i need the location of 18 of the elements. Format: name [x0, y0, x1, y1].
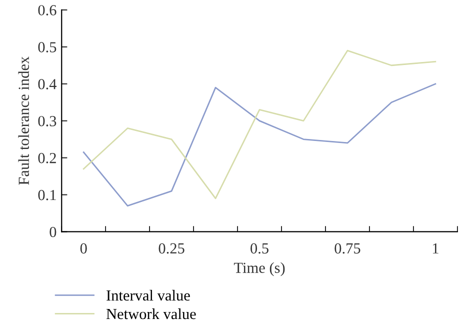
line-series [82, 50, 436, 200]
x-tick-label: 0.5 [250, 243, 268, 254]
y-tick-label: 0.3 [38, 116, 56, 126]
y-tick-label: 0.2 [38, 152, 56, 164]
legend-label: Interval value [106, 290, 190, 301]
x-tick-label: 1 [432, 243, 438, 254]
line-series [82, 83, 436, 207]
y-tick-label: 0.1 [38, 190, 56, 200]
legend-label: Network value [106, 308, 196, 320]
y-tick-label: 0.6 [38, 5, 56, 16]
y-axis-title: Fault tolerance index [18, 56, 30, 185]
y-tick-label: 0 [50, 226, 56, 238]
y-tick-label: 0.4 [38, 78, 57, 90]
x-tick-label: 0.25 [158, 243, 184, 254]
x-tick-label: 0.75 [334, 243, 360, 254]
x-axis-title: Time (s) [234, 262, 285, 276]
x-tick-label: 0 [80, 243, 87, 254]
y-tick-label: 0.5 [38, 42, 56, 52]
